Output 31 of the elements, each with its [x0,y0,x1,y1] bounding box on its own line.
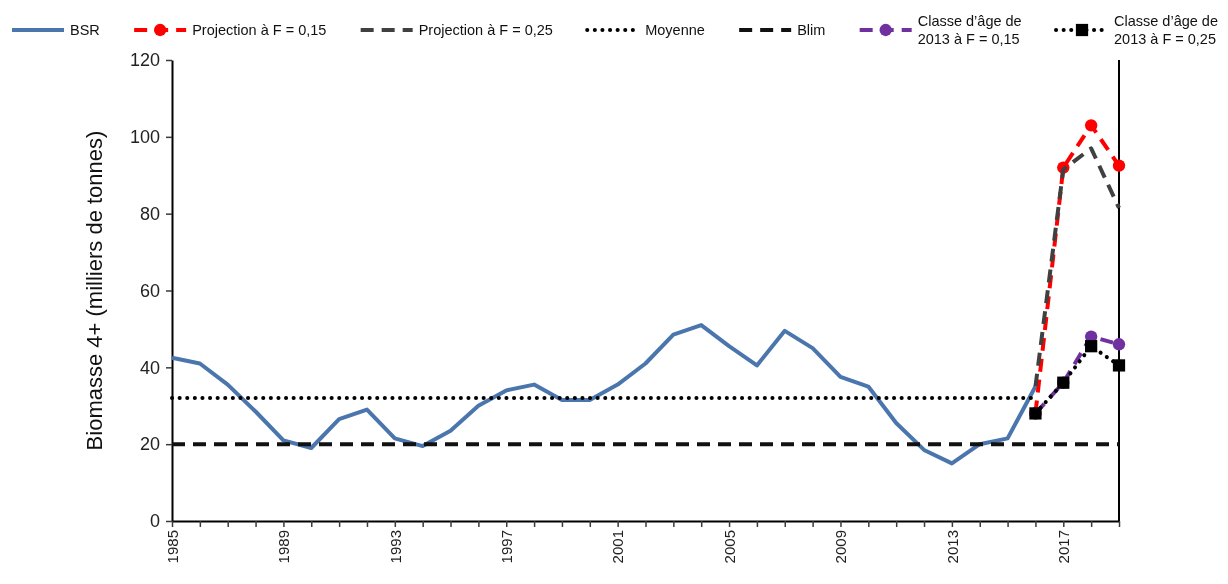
line-series [1033,146,1121,389]
legend-label: Moyenne [645,22,705,39]
legend-label: BSR [70,22,100,39]
legend-label: Projection à F = 0,25 [418,22,553,39]
y-axis-title: Biomasse 4+ (milliers de tonnes) [82,130,107,451]
y-tick-label: 40 [139,357,160,378]
point [1084,119,1098,132]
x-tick-label: 1989 [275,530,293,564]
y-tick-label: 100 [129,127,160,148]
y-tick-label: 20 [139,434,160,455]
legend-label: Projection à F = 0,15 [192,22,327,39]
y-tick-label: 60 [139,280,160,301]
x-tick-label: 1997 [497,530,515,564]
legend-label: Classe d’âge de 2013 à F = 0,25 [1114,13,1218,48]
x-tick-label: 2001 [609,530,627,564]
y-tick-label: 120 [129,50,160,71]
x-tick-label: 2009 [832,530,850,564]
point [1085,340,1098,353]
x-tick-label: 2013 [943,530,961,564]
y-tick-label: 80 [139,203,160,224]
legend-label: Blim [797,22,826,39]
line-series [170,323,1038,466]
x-tick-label: 1985 [163,530,181,564]
point [1112,159,1126,172]
point [1112,359,1126,372]
legend-label: Classe d’âge de 2013 à F = 0,15 [917,13,1022,48]
x-tick-label: 2005 [720,530,738,564]
point [1112,338,1126,351]
y-tick-label: 0 [149,511,160,532]
x-tick-label: 2017 [1055,530,1073,564]
x-tick-label: 1993 [386,530,404,564]
